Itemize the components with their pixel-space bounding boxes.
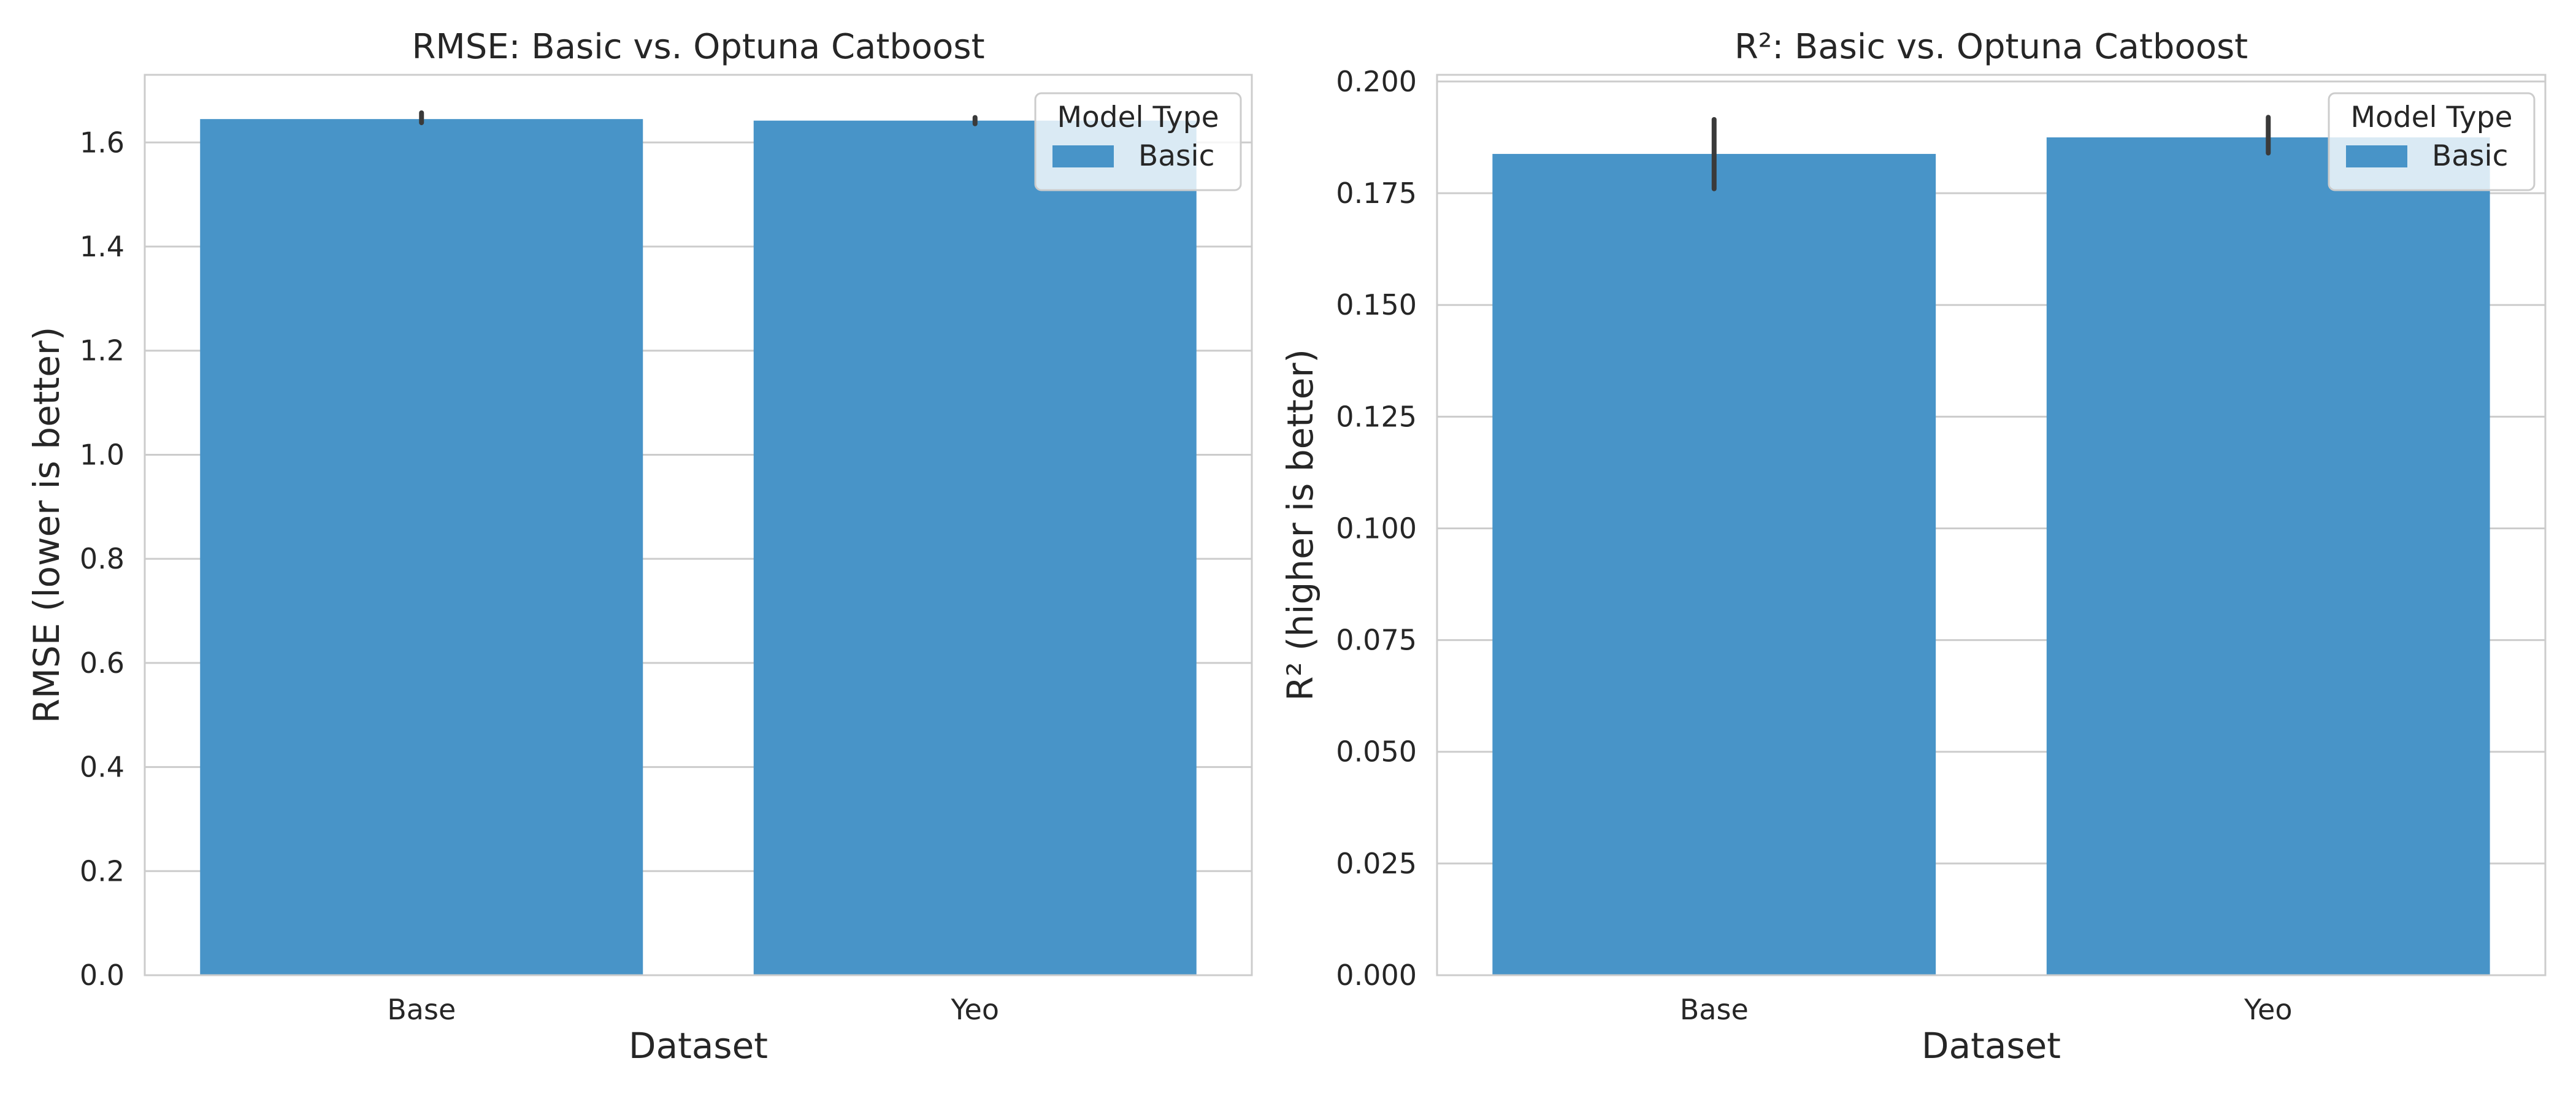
chart-panel-2: 0.000 0.025 0.050 0.075 0.100 0.125 0.150 0.175… [1279,27,2547,1067]
y-tick-label: 0.8 [80,542,125,575]
y-tick-label: 0.025 [1336,847,1417,880]
y-tick-label: 1.2 [80,334,125,367]
y-tick-label: 0.000 [1336,959,1417,992]
y-tick-label: 0.2 [80,854,125,887]
y-tick-label: 0.6 [80,646,125,680]
x-tick-label: Base [387,993,456,1026]
bar-yeo [2046,137,2490,976]
y-tick-label: 1.6 [80,126,125,159]
chart-panel-1: 0.0 0.2 0.4 0.6 0.8 1.0 1.2 1.4 1.6 Base Yeo RMSE: … [26,27,1253,1067]
y-axis-label: R² (higher is better) [1279,349,1321,701]
bar-yeo [753,120,1197,975]
y-tick-label: 0.4 [80,751,125,784]
y-tick-label: 0.175 [1336,177,1417,210]
y-tick-label: 0.100 [1336,512,1417,545]
legend-label: Basic [1138,139,1214,173]
y-tick-label: 0.200 [1336,65,1417,98]
x-axis-label: Dataset [1922,1025,2061,1067]
x-axis-label: Dataset [629,1025,768,1067]
legend-swatch [1052,145,1114,167]
legend-label: Basic [2432,139,2508,173]
bar-base [1492,153,1936,975]
y-tick-label: 0.0 [80,959,125,992]
y-axis-label: RMSE (lower is better) [26,327,67,724]
y-tick-label: 0.125 [1336,400,1417,433]
legend: Model Type Basic [1034,92,1242,191]
legend-title: Model Type [1057,101,1219,134]
y-tick-label: 1.4 [80,230,125,263]
axes-frame [1436,74,2547,976]
legend: Model Type Basic [2328,92,2536,191]
chart-title: RMSE: Basic vs. Optuna Catboost [412,27,984,67]
axes-frame [144,74,1253,976]
legend-swatch [2346,145,2407,167]
legend-title: Model Type [2350,101,2512,134]
x-tick-label: Yeo [2244,993,2292,1026]
y-tick-label: 1.0 [80,438,125,471]
x-tick-label: Yeo [951,993,999,1026]
y-tick-label: 0.075 [1336,624,1417,657]
y-tick-label: 0.150 [1336,288,1417,321]
x-tick-label: Base [1680,993,1749,1026]
chart-title: R²: Basic vs. Optuna Catboost [1735,27,2248,67]
y-tick-label: 0.050 [1336,735,1417,769]
bar-base [200,119,643,975]
